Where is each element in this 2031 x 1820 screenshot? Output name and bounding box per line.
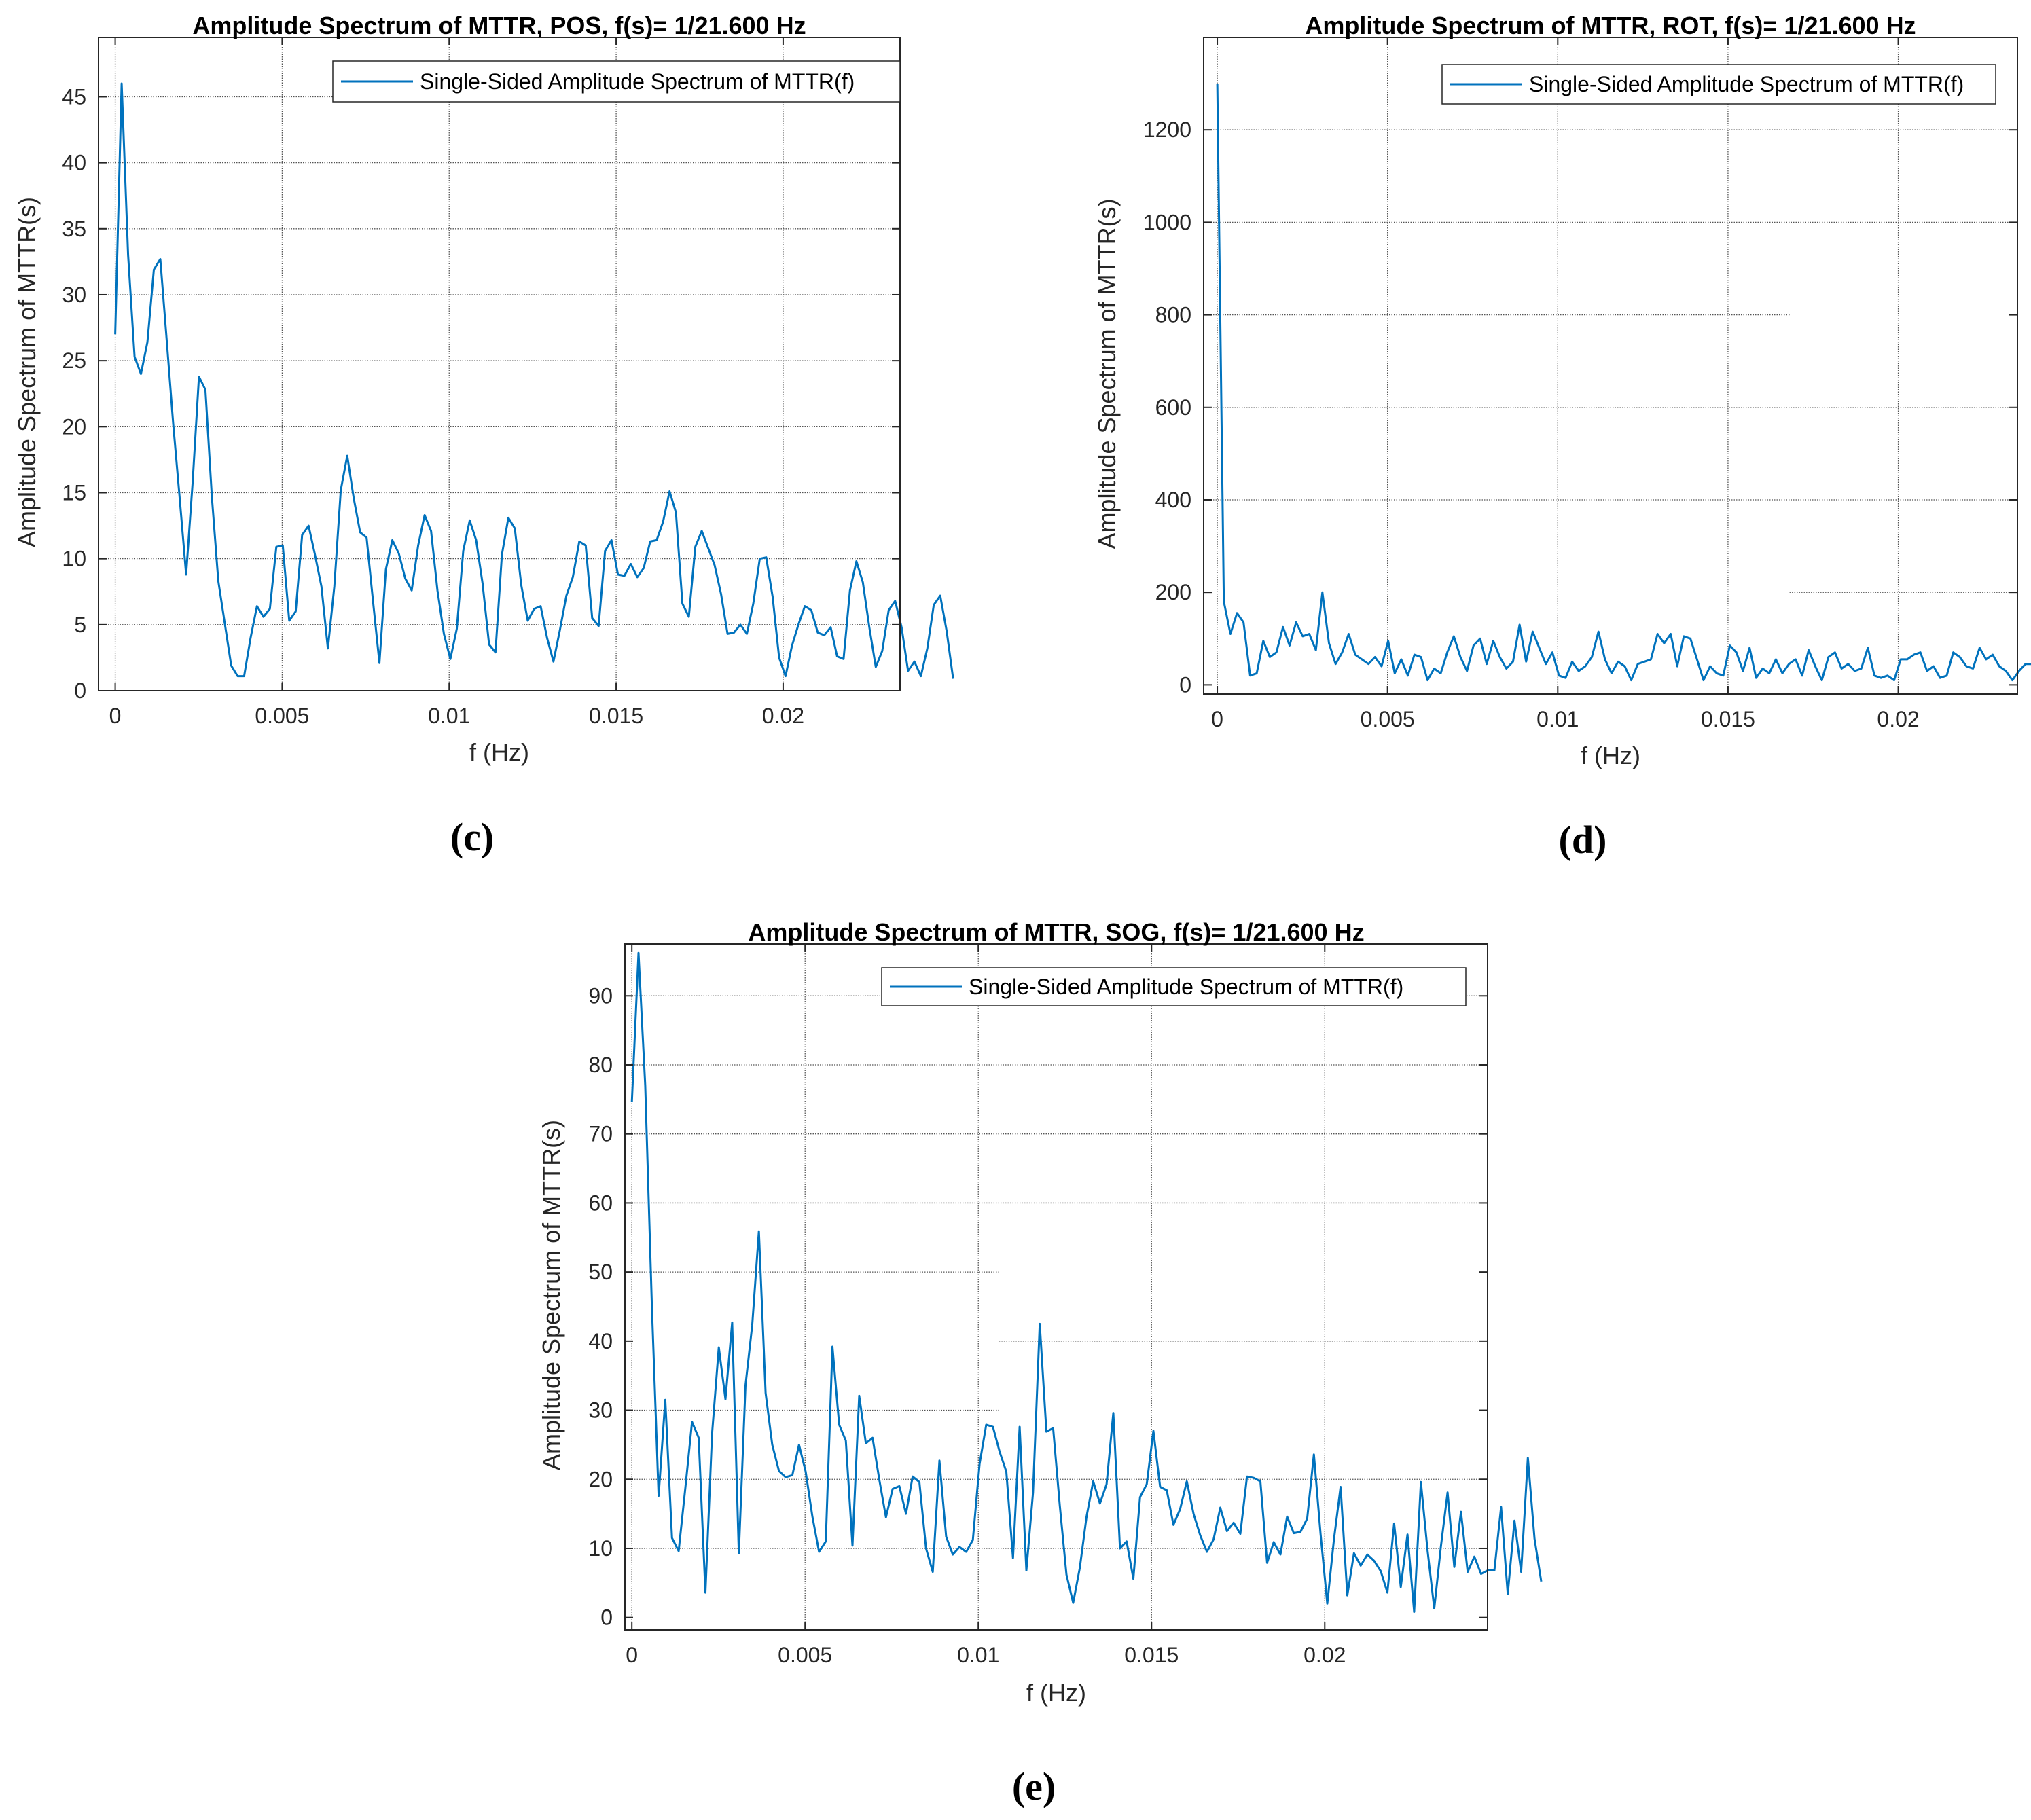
y-axis-label: Amplitude Spectrum of MTTR(s) [13, 197, 41, 547]
x-axis-label: f (Hz) [1026, 1679, 1086, 1707]
chart-panel-2: 0 0.005 0.01 0.015 0.02 0 10 20 30 40 50 60 70 80 90 Am… [537, 918, 1543, 1808]
x-tick-label: 0.015 [589, 704, 643, 728]
y-tick-label: 1200 [1143, 117, 1191, 142]
legend-box [1441, 64, 1996, 105]
y-tick-label: 40 [62, 151, 86, 175]
x-tick-label: 0 [626, 1643, 638, 1667]
x-tick-label: 0.005 [1361, 707, 1415, 731]
y-tick-label: 30 [588, 1398, 613, 1423]
y-tick-label: 25 [62, 348, 86, 373]
x-tick-label: 0.015 [1701, 707, 1755, 731]
x-tick-label: 0 [1211, 707, 1223, 731]
legend-box [332, 60, 901, 103]
panel-label: (e) [1012, 1764, 1056, 1808]
y-tick-label: 80 [588, 1053, 613, 1077]
axes-box [98, 37, 901, 691]
axes-box [1203, 37, 2018, 695]
y-tick-label: 10 [62, 547, 86, 571]
legend-box [881, 967, 1467, 1006]
y-tick-label: 0 [74, 678, 86, 703]
y-tick-label: 35 [62, 217, 86, 241]
y-tick-label: 60 [588, 1190, 613, 1215]
legend-label: Single-Sided Amplitude Spectrum of MTTR(… [969, 975, 1403, 999]
chart-title: Amplitude Spectrum of MTTR, POS, f(s)= 1… [192, 12, 806, 39]
y-tick-label: 70 [588, 1122, 613, 1146]
y-tick-label: 20 [62, 414, 86, 439]
panel-label: (c) [450, 815, 494, 859]
chart-title: Amplitude Spectrum of MTTR, ROT, f(s)= 1… [1305, 12, 1916, 39]
spectrum-line [630, 951, 1543, 1614]
y-tick-label: 15 [62, 480, 86, 505]
y-tick-label: 800 [1155, 303, 1191, 327]
plot-area [625, 944, 1488, 1630]
x-tick-label: 0.01 [1536, 707, 1579, 731]
y-tick-label: 0 [1179, 672, 1191, 697]
x-tick-label: 0 [109, 704, 122, 728]
chart-panel-1: 0 0.005 0.01 0.015 0.02 0 200 400 600 800 1000 1200… [1093, 12, 2031, 862]
spectrum-line [1216, 84, 2031, 682]
x-tick-label: 0.02 [762, 704, 804, 728]
axes-box [624, 943, 1488, 1631]
panel-label: (d) [1559, 818, 1607, 862]
x-axis-label: f (Hz) [1581, 742, 1640, 769]
y-tick-label: 400 [1155, 488, 1191, 512]
y-tick-label: 50 [588, 1260, 613, 1284]
x-tick-label: 0.005 [255, 704, 309, 728]
plot-area [1204, 37, 2017, 694]
y-tick-label: 45 [62, 84, 86, 109]
y-tick-label: 90 [588, 983, 613, 1008]
y-tick-label: 5 [74, 613, 86, 637]
x-tick-label: 0.01 [428, 704, 470, 728]
x-tick-label: 0.02 [1877, 707, 1919, 731]
y-tick-label: 200 [1155, 580, 1191, 604]
legend-label: Single-Sided Amplitude Spectrum of MTTR(… [1529, 72, 1964, 96]
y-tick-label: 10 [588, 1536, 613, 1561]
x-tick-label: 0.015 [1124, 1643, 1179, 1667]
legend-label: Single-Sided Amplitude Spectrum of MTTR(… [420, 69, 855, 94]
x-tick-label: 0.005 [778, 1643, 832, 1667]
y-tick-label: 600 [1155, 395, 1191, 420]
spectrum-line [114, 82, 954, 679]
chart-title: Amplitude Spectrum of MTTR, SOG, f(s)= 1… [748, 918, 1364, 946]
y-axis-label: Amplitude Spectrum of MTTR(s) [1093, 198, 1121, 549]
x-tick-label: 0.01 [957, 1643, 999, 1667]
chart-panel-0: 0 0.005 0.01 0.015 0.02 0 5 10 15 20 25 30 35 40 45 Amp… [13, 12, 954, 859]
x-tick-label: 0.02 [1304, 1643, 1346, 1667]
y-axis-label: Amplitude Spectrum of MTTR(s) [537, 1120, 565, 1470]
y-tick-label: 40 [588, 1329, 613, 1353]
y-tick-label: 0 [600, 1605, 613, 1630]
y-tick-label: 20 [588, 1467, 613, 1491]
y-tick-label: 30 [62, 283, 86, 307]
x-axis-label: f (Hz) [469, 738, 529, 766]
y-tick-label: 1000 [1143, 210, 1191, 234]
